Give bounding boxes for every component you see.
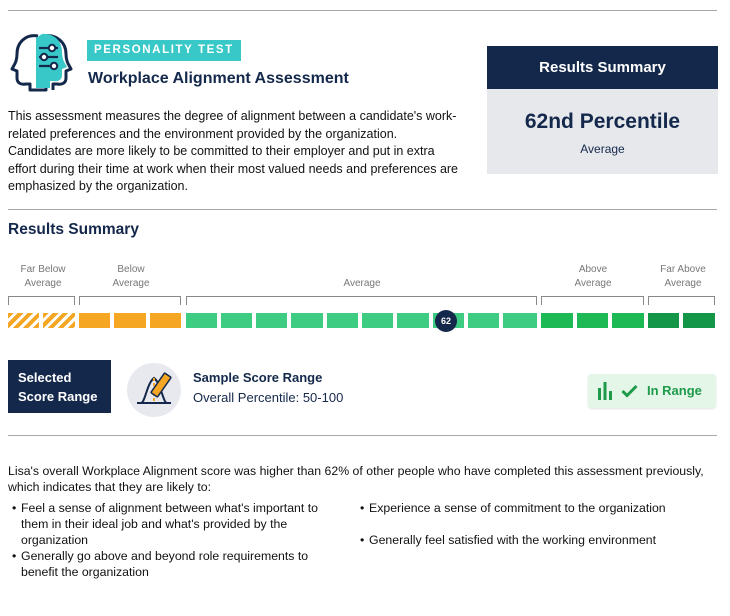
- selected-score-range-label: Selected Score Range: [8, 360, 111, 413]
- range-bracket: [186, 296, 537, 305]
- percentile-value: 62nd Percentile: [524, 110, 681, 133]
- scale-segment: [221, 313, 252, 328]
- list-item: Generally go above and beyond role requi…: [12, 548, 347, 580]
- scale-segment: [256, 313, 287, 328]
- bar-chart-icon: [598, 382, 612, 400]
- scale-segment: [79, 313, 110, 328]
- check-icon: [621, 384, 638, 398]
- scale-segment: [541, 313, 573, 328]
- range-bracket: [648, 296, 715, 305]
- range-bracket: [8, 296, 75, 305]
- in-range-status-badge: In Range: [588, 374, 716, 408]
- page-title: Workplace Alignment Assessment: [88, 70, 349, 87]
- category-far-above: Far Above Average: [660, 264, 706, 289]
- scale-segment: [186, 313, 217, 328]
- scale-segment: [291, 313, 323, 328]
- list-item: Generally feel satisfied with the workin…: [360, 532, 710, 548]
- results-summary-card: Results Summary 62nd Percentile Average: [487, 46, 718, 174]
- section-divider: [8, 435, 717, 436]
- overall-percentile-range: Overall Percentile: 50-100: [193, 390, 344, 405]
- range-bracket: [541, 296, 644, 305]
- profiles-sliders-icon: [10, 33, 73, 92]
- scale-segment: [327, 313, 358, 328]
- range-bracket: [79, 296, 181, 305]
- in-range-status-text: In Range: [647, 383, 702, 398]
- category-above: Above Average: [574, 264, 612, 289]
- scale-segment: [577, 313, 608, 328]
- category-average: Average: [343, 278, 381, 289]
- scale-segment: [397, 313, 429, 328]
- scale-segment: [648, 313, 679, 328]
- scale-segment: [683, 313, 715, 328]
- category-far-below: Far Below Average: [20, 264, 66, 289]
- section-divider: [8, 209, 717, 210]
- scale-segment: [150, 313, 181, 328]
- scale-segment: [468, 313, 499, 328]
- score-interpretation-text: Lisa's overall Workplace Alignment score…: [8, 464, 704, 494]
- assessment-description: This assessment measures the degree of a…: [8, 109, 459, 193]
- scale-segment: [503, 313, 537, 328]
- percentile-level: Average: [580, 142, 625, 156]
- top-divider: [8, 10, 717, 11]
- list-item: Experience a sense of commitment to the …: [360, 500, 710, 516]
- test-type-badge: PERSONALITY TEST: [87, 40, 241, 61]
- list-item: Feel a sense of alignment between what's…: [12, 500, 347, 548]
- scale-segment: [612, 313, 644, 328]
- summary-card-header: Results Summary: [487, 46, 718, 89]
- score-marker: 62: [435, 310, 457, 332]
- results-section-title: Results Summary: [8, 221, 139, 238]
- scale-segment: [43, 313, 75, 328]
- bell-curve-ruler-icon: [127, 363, 181, 417]
- scale-segment: [114, 313, 146, 328]
- category-below: Below Average: [112, 264, 150, 289]
- scale-segment: [362, 313, 393, 328]
- scale-segment: [8, 313, 39, 328]
- sample-score-range-title: Sample Score Range: [193, 370, 323, 385]
